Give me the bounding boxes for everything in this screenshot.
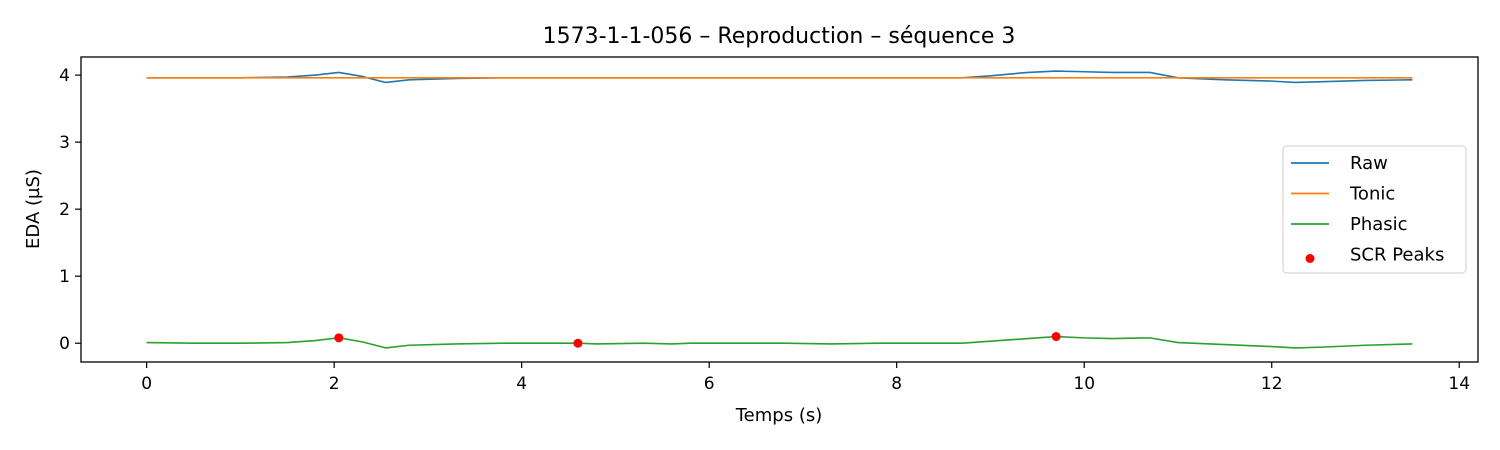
plot-area [146, 70, 1413, 349]
legend-swatch-scr-peaks [1305, 254, 1315, 263]
x-tick-label: 12 [1261, 374, 1283, 394]
scr-peak-point [1051, 332, 1061, 342]
y-tick-label: 3 [59, 133, 70, 153]
legend-label: Raw [1350, 153, 1388, 174]
legend-label: SCR Peaks [1350, 245, 1444, 266]
x-tick-label: 0 [141, 374, 152, 394]
y-tick-label: 1 [59, 267, 70, 287]
y-tick-label: 4 [59, 66, 70, 86]
legend-box [1282, 145, 1467, 274]
chart-title: 1573-1-1-056 – Reproduction – séquence 3 [543, 24, 1016, 49]
legend: Raw Tonic Phasic SCR Peaks [1282, 145, 1467, 274]
y-tick-label: 2 [59, 200, 70, 220]
y-axis-title: EDA (µS) [23, 169, 44, 249]
scr-peak-point [334, 333, 344, 343]
y-tick-label: 0 [59, 334, 70, 354]
x-tick-label: 6 [704, 374, 715, 394]
x-tick-label: 10 [1073, 374, 1095, 394]
x-tick-label: 14 [1448, 374, 1470, 394]
legend-label: Tonic [1349, 184, 1395, 205]
scr-peak-point [573, 338, 583, 348]
x-tick-label: 2 [329, 374, 340, 394]
x-axis-title: Temps (s) [735, 405, 823, 426]
x-tick-label: 4 [516, 374, 527, 394]
legend-label: Phasic [1350, 214, 1408, 235]
y-axis: 0 1 2 3 4 [59, 66, 81, 354]
series-line-phasic [146, 335, 1413, 349]
x-tick-label: 8 [891, 374, 902, 394]
x-axis: 0 2 4 6 8 10 12 14 [141, 362, 1470, 394]
